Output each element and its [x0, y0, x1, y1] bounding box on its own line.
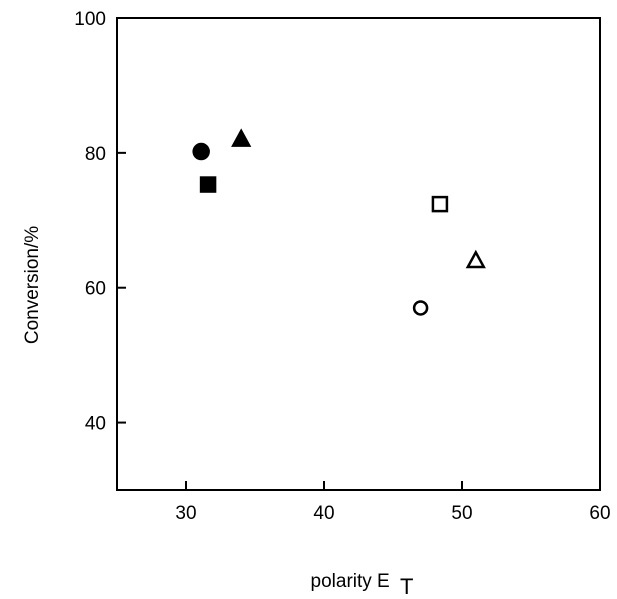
y-axis-title: Conversion/% — [22, 226, 43, 344]
plot-frame — [116, 17, 601, 491]
data-points — [192, 128, 486, 316]
y-tick-label: 60 — [85, 279, 106, 300]
axes — [116, 17, 601, 491]
ticks: 30 40 50 60 40 60 80 100 — [74, 9, 610, 524]
data-point-filled-square — [199, 176, 217, 193]
y-tick-label: 100 — [74, 9, 106, 30]
y-tick-label: 80 — [85, 144, 106, 165]
x-tick-label: 30 — [175, 503, 196, 524]
x-axis-title-main: polarity E — [311, 571, 390, 592]
x-tick-label: 60 — [589, 503, 610, 524]
y-tick-label: 40 — [85, 414, 106, 435]
data-point-open-circle — [412, 300, 429, 316]
data-point-filled-circle — [192, 142, 210, 161]
data-point-open-square — [431, 195, 449, 213]
x-axis-title-subscript: T — [400, 574, 413, 599]
x-tick-label: 50 — [451, 503, 472, 524]
x-axis-title: polarity E T — [311, 571, 414, 599]
data-point-filled-triangle — [231, 128, 252, 147]
data-point-open-triangle — [465, 249, 486, 269]
x-tick-label: 40 — [313, 503, 334, 524]
